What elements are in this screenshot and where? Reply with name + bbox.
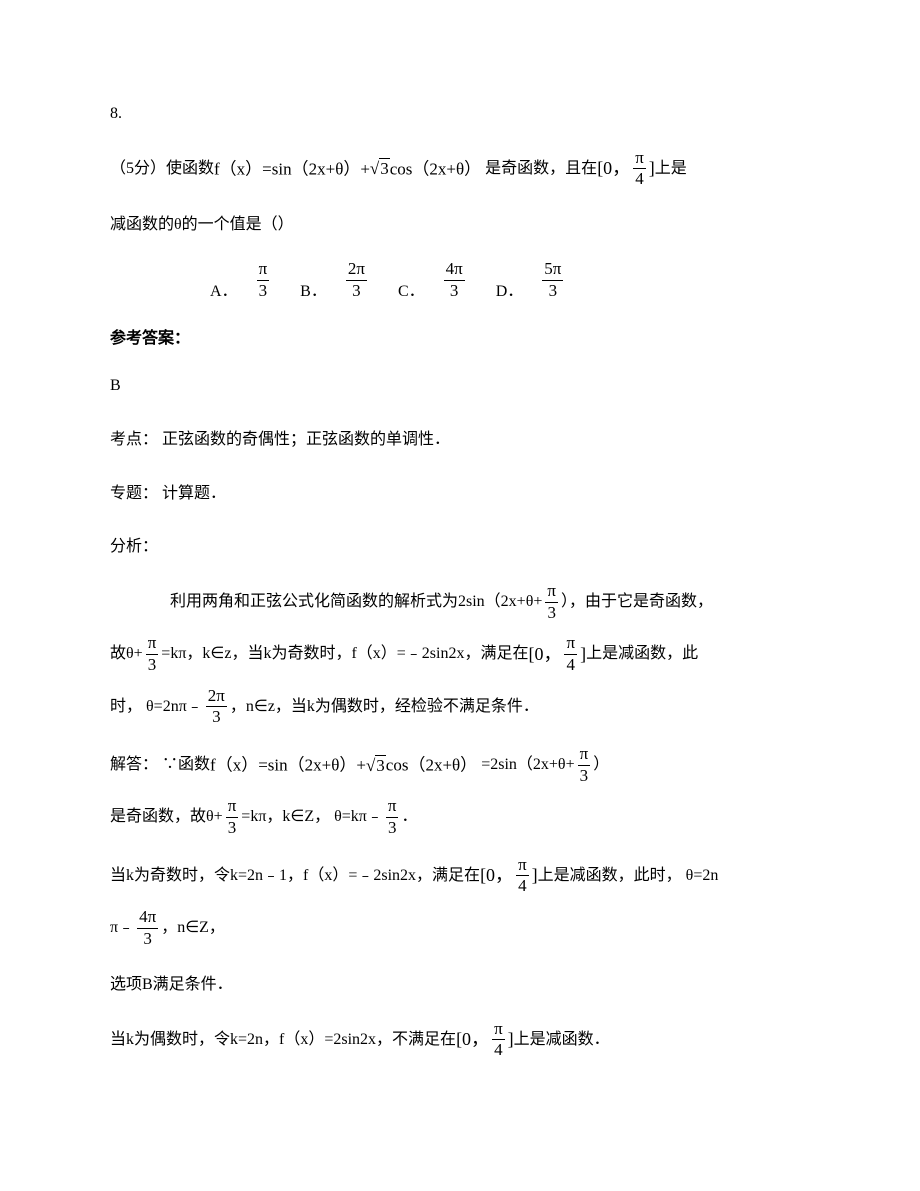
jieda-line4: π﹣4π3，n∈Z， xyxy=(110,908,810,948)
jieda-line6: 当k为偶数时，令k=2n，f（x）=2sin2x，不满足在[0，π4]上是减函数… xyxy=(110,1020,810,1060)
fenxi-line3: 时， θ=2nπ﹣2π3，n∈z，当k为偶数时，经检验不满足条件． xyxy=(110,687,810,727)
option-b: B． 2π3 xyxy=(300,260,370,300)
jieda-line1: 解答： ∵函数f（x）=sin（2x+θ）+√3cos（2x+θ） =2sin（… xyxy=(110,745,810,785)
zhuanti: 专题： 计算题． xyxy=(110,476,810,511)
jieda-line3: 当k为奇数时，令k=2n﹣1，f（x）=﹣2sin2x，满足在[0，π4]上是减… xyxy=(110,856,810,896)
option-d: D． 5π3 xyxy=(496,260,567,300)
option-a: A． π3 xyxy=(210,260,272,300)
question-number: 8. xyxy=(110,100,810,129)
jieda-line5: 选项B满足条件． xyxy=(110,967,810,1002)
interval-0-pi4: [0，π4] xyxy=(597,149,655,189)
question-stem-line2: 减函数的θ的一个值是（） xyxy=(110,207,810,242)
fenxi-label: 分析： xyxy=(110,529,810,564)
question-stem-line1: （5分）使函数f（x）=sin（2x+θ）+√3cos（2x+θ） 是奇函数，且… xyxy=(110,149,810,189)
reference-answer-label: 参考答案： xyxy=(110,325,810,354)
fenxi-line1: 利用两角和正弦公式化简函数的解析式为2sin（2x+θ+π3），由于它是奇函数， xyxy=(110,582,810,622)
kaodian: 考点： 正弦函数的奇偶性；正弦函数的单调性． xyxy=(110,422,810,457)
answer-letter: B xyxy=(110,372,810,401)
fenxi-line2: 故θ+π3=kπ，k∈z，当k为奇数时，f（x）=﹣2sin2x，满足在[0，π… xyxy=(110,634,810,674)
option-c: C． 4π3 xyxy=(398,260,468,300)
jieda-line2: 是奇函数，故θ+π3=kπ，k∈Z， θ=kπ﹣π3． xyxy=(110,797,810,837)
options-row: A． π3 B． 2π3 C． 4π3 D． 5π3 xyxy=(110,260,810,300)
